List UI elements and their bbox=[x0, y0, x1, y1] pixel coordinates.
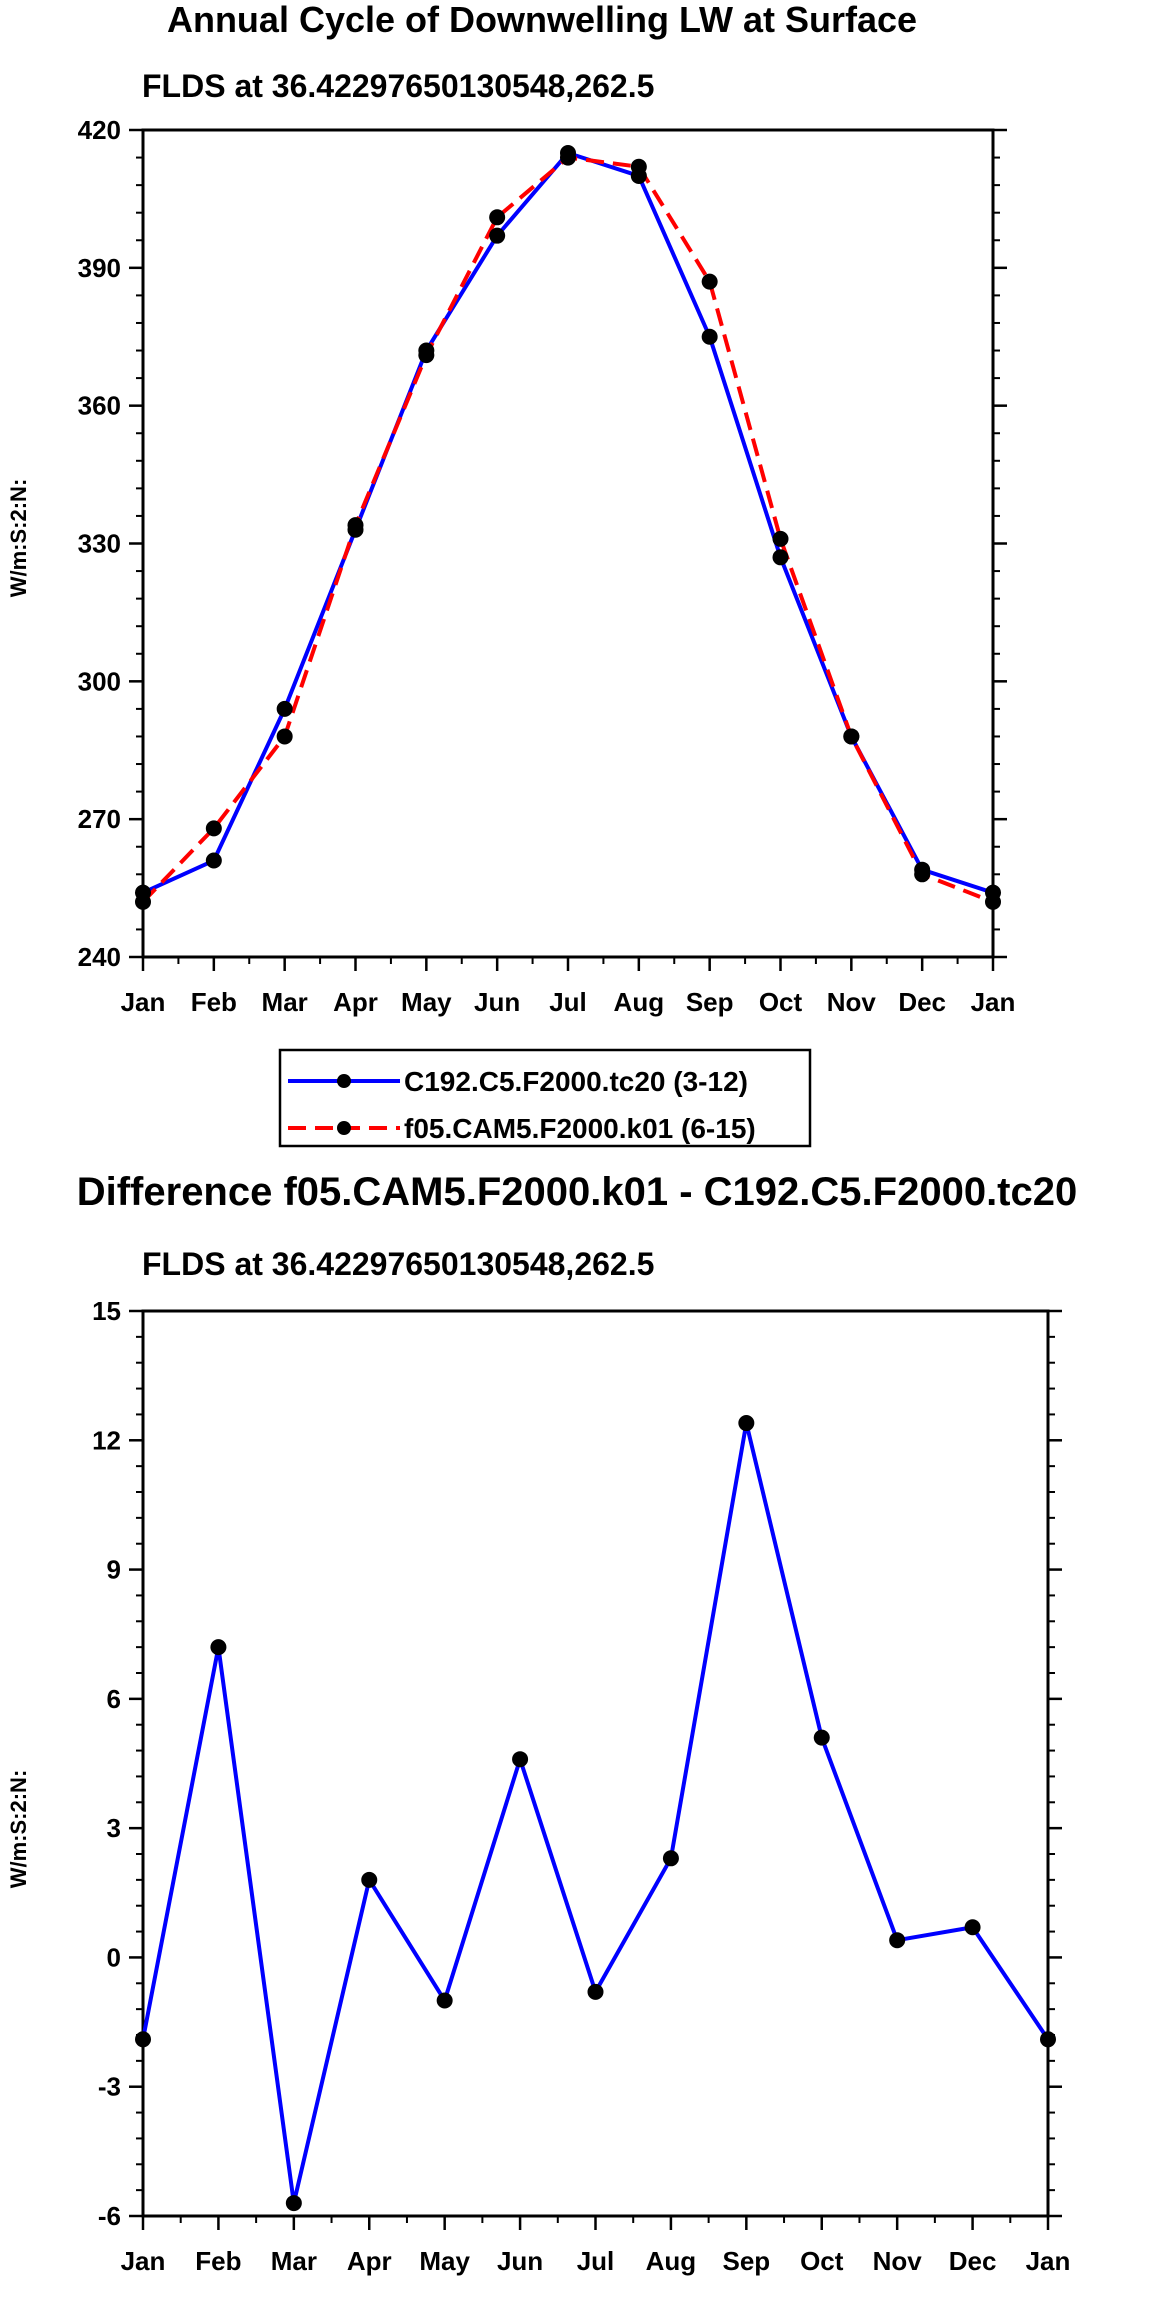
x-tick-label: May bbox=[419, 2246, 470, 2276]
y-tick-label: 9 bbox=[107, 1555, 121, 1585]
x-tick-label: Jan bbox=[971, 987, 1016, 1017]
data-point bbox=[347, 517, 364, 534]
data-point bbox=[772, 530, 789, 547]
x-tick-label: Apr bbox=[347, 2246, 392, 2276]
data-point bbox=[738, 1415, 755, 1432]
x-tick-label: Sep bbox=[722, 2246, 770, 2276]
y-tick-labels: -6 -3 0 3 6 9 12 15 bbox=[92, 1296, 121, 2231]
legend-marker-c192 bbox=[337, 1074, 351, 1088]
x-tick-label: Jun bbox=[497, 2246, 543, 2276]
data-point bbox=[489, 227, 506, 244]
x-tick-label: Aug bbox=[614, 987, 665, 1017]
y-axis-label: W/m:S:2:N: bbox=[6, 1770, 31, 1889]
legend: C192.C5.F2000.tc20 (3-12) f05.CAM5.F2000… bbox=[278, 1048, 812, 1148]
legend-label-f05: f05.CAM5.F2000.k01 (6-15) bbox=[404, 1113, 756, 1144]
annual-cycle-panel: Annual Cycle of Downwelling LW at Surfac… bbox=[6, 0, 1015, 1017]
data-point bbox=[843, 728, 860, 745]
data-point bbox=[276, 728, 293, 745]
data-point bbox=[361, 1871, 378, 1888]
data-point bbox=[418, 347, 435, 364]
y-tick-label: 6 bbox=[107, 1684, 121, 1714]
y-tick-label: 360 bbox=[78, 391, 121, 421]
data-point bbox=[985, 893, 1001, 910]
x-tick-label: May bbox=[401, 987, 452, 1017]
y-tick-labels: 240 270 300 330 360 390 420 bbox=[78, 115, 121, 972]
data-point bbox=[512, 1751, 529, 1768]
y-tick-label: 330 bbox=[78, 529, 121, 559]
y-tick-label: 12 bbox=[92, 1425, 121, 1455]
x-tick-label: Dec bbox=[949, 2246, 997, 2276]
data-point bbox=[587, 1983, 604, 2000]
data-point bbox=[276, 700, 293, 717]
data-point bbox=[701, 328, 718, 345]
data-point bbox=[701, 273, 718, 290]
chart-title: Difference f05.CAM5.F2000.k01 - C192.C5.… bbox=[77, 1170, 1078, 1214]
x-tick-label: Mar bbox=[262, 987, 308, 1017]
x-tick-label: Nov bbox=[827, 987, 877, 1017]
data-point bbox=[205, 820, 222, 837]
data-point bbox=[205, 852, 222, 869]
series-line bbox=[141, 1421, 1050, 2206]
y-tick-label: 300 bbox=[78, 666, 121, 696]
series-line bbox=[141, 155, 994, 904]
x-tick-label: Aug bbox=[646, 2246, 697, 2276]
data-point bbox=[489, 209, 506, 226]
data-point bbox=[285, 2195, 302, 2212]
chart-subtitle: FLDS at 36.42297650130548,262.5 bbox=[142, 1246, 654, 1282]
chart-title: Annual Cycle of Downwelling LW at Surfac… bbox=[167, 0, 917, 40]
data-point bbox=[964, 1919, 981, 1936]
x-tick-label: Jan bbox=[121, 987, 166, 1017]
x-tick-label: Jun bbox=[474, 987, 520, 1017]
x-tick-label: Apr bbox=[333, 987, 378, 1017]
y-tick-label: 0 bbox=[107, 1942, 121, 1972]
data-point bbox=[813, 1729, 830, 1746]
data-point bbox=[662, 1850, 679, 1867]
y-tick-label: 390 bbox=[78, 253, 121, 283]
y-tick-label: 420 bbox=[78, 115, 121, 145]
x-tick-label: Jul bbox=[549, 987, 587, 1017]
y-tick-label: -6 bbox=[98, 2201, 121, 2231]
data-point bbox=[772, 549, 789, 566]
x-tick-label: Jul bbox=[577, 2246, 615, 2276]
x-tick-label: Mar bbox=[271, 2246, 317, 2276]
x-tick-label: Sep bbox=[686, 987, 734, 1017]
axis-ticks bbox=[129, 1309, 1062, 2230]
difference-panel: Difference f05.CAM5.F2000.k01 - C192.C5.… bbox=[6, 1170, 1077, 2276]
data-point bbox=[210, 1639, 227, 1656]
data-point bbox=[135, 2031, 151, 2048]
data-point bbox=[630, 158, 647, 175]
x-tick-label: Nov bbox=[873, 2246, 923, 2276]
y-tick-label: 240 bbox=[78, 942, 121, 972]
y-tick-label: 15 bbox=[92, 1296, 121, 1326]
y-tick-label: -3 bbox=[98, 2072, 121, 2102]
x-tick-label: Dec bbox=[898, 987, 946, 1017]
x-tick-label: Oct bbox=[800, 2246, 844, 2276]
legend-marker-f05 bbox=[337, 1121, 351, 1135]
data-point bbox=[1040, 2031, 1056, 2048]
x-tick-labels: Jan Feb Mar Apr May Jun Jul Aug Sep Oct Nov Dec Jan bbox=[121, 2246, 1071, 2276]
y-tick-label: 3 bbox=[107, 1813, 121, 1843]
chart-subtitle: FLDS at 36.42297650130548,262.5 bbox=[142, 68, 654, 104]
legend-label-c192: C192.C5.F2000.tc20 (3-12) bbox=[404, 1066, 748, 1097]
x-tick-labels: Jan Feb Mar Apr May Jun Jul Aug Sep Oct Nov Dec Jan bbox=[121, 987, 1016, 1017]
x-tick-label: Jan bbox=[1026, 2246, 1071, 2276]
x-tick-label: Oct bbox=[759, 987, 803, 1017]
data-point bbox=[436, 1992, 453, 2009]
legend-box bbox=[278, 1048, 812, 1148]
data-point bbox=[560, 149, 576, 166]
x-tick-label: Feb bbox=[191, 987, 237, 1017]
series-group bbox=[135, 144, 1001, 910]
y-tick-label: 270 bbox=[78, 804, 121, 834]
x-tick-label: Feb bbox=[195, 2246, 241, 2276]
y-axis-label: W/m:S:2:N: bbox=[6, 479, 31, 598]
data-point bbox=[914, 866, 931, 883]
data-point bbox=[889, 1932, 906, 1949]
data-point bbox=[135, 893, 151, 910]
series-group bbox=[135, 1415, 1056, 2212]
x-tick-label: Jan bbox=[121, 2246, 166, 2276]
plot-frame bbox=[141, 128, 995, 959]
series-line bbox=[142, 150, 994, 895]
axis-ticks bbox=[129, 128, 1007, 971]
